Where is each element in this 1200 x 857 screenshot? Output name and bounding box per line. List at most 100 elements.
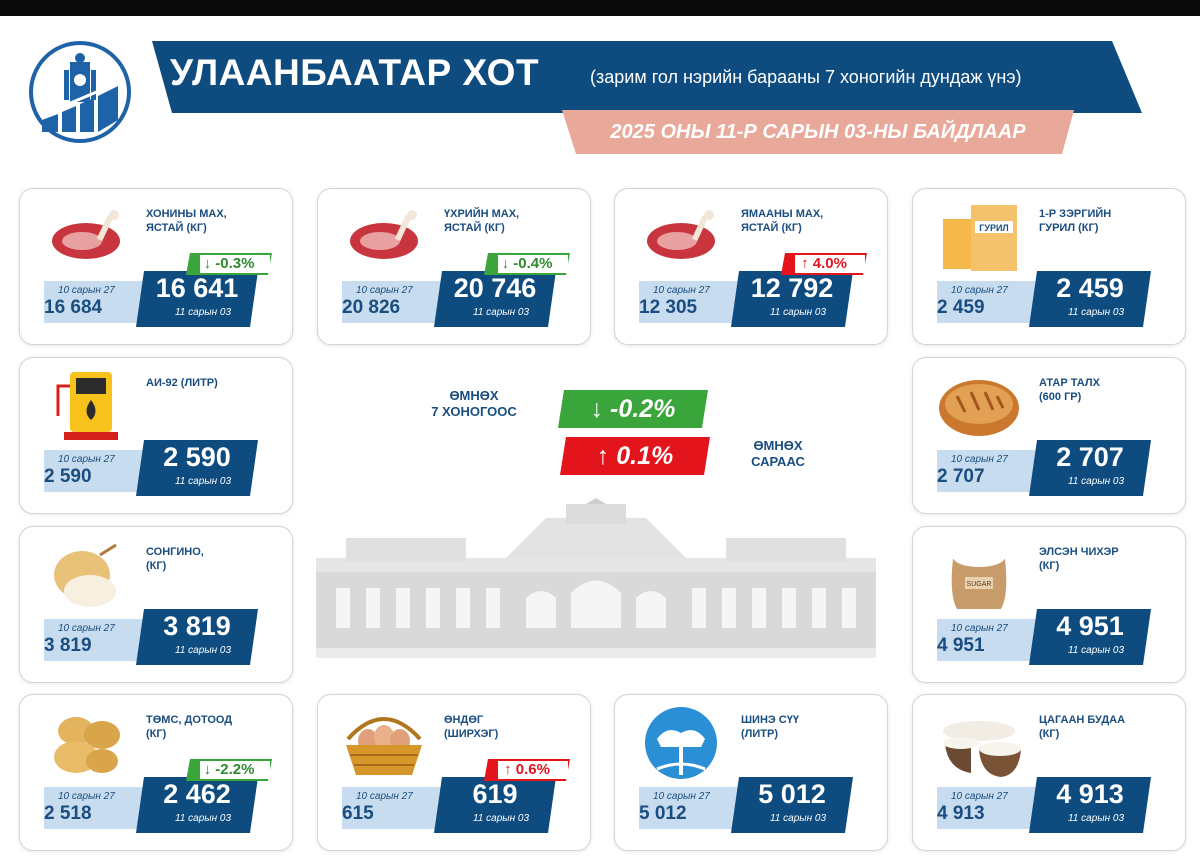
change-percent: ↓ -0.3%: [203, 255, 255, 272]
item-name: ЯМААНЫ МАХ, ЯСТАЙ (КГ): [741, 208, 824, 234]
current-price-box: [1029, 271, 1151, 327]
item-name: ӨНДӨГ (ШИРХЭГ): [444, 714, 499, 740]
week-change-value: ↓ -0.2%: [590, 395, 676, 423]
current-price-box: [731, 271, 853, 327]
previous-price: 4 951: [937, 635, 985, 656]
milk-icon: [637, 703, 725, 781]
potato-icon: [42, 703, 130, 781]
sugar-sack-label: SUGAR: [967, 581, 992, 588]
goat-meat-icon: [637, 197, 725, 275]
current-price: 2 462: [163, 779, 231, 809]
price-card: ШИНЭ СҮҮ (ЛИТР) 10 сарын 27 5 012 5 012 11 с…: [614, 694, 888, 851]
flour-bag-label: ГУРИЛ: [979, 223, 1009, 233]
previous-date: 10 сарын 27: [951, 285, 1008, 296]
bread-icon: [935, 366, 1023, 444]
previous-price: 2 459: [937, 297, 985, 318]
item-name: ЭЛСЭН ЧИХЭР (КГ): [1039, 546, 1119, 572]
title-banner: [152, 41, 1142, 113]
price-card: ЯМААНЫ МАХ, ЯСТАЙ (КГ) 10 сарын 27 12 305 1…: [614, 188, 888, 345]
previous-price: 2 707: [937, 466, 985, 487]
previous-price: 5 012: [639, 803, 687, 824]
current-date: 11 сарын 03: [769, 307, 827, 318]
price-card: ХОНИНЫ МАХ, ЯСТАЙ (КГ) 10 сарын 27 16 684 1…: [19, 188, 293, 345]
month-label: ӨМНӨХ САРААС: [751, 438, 805, 469]
current-price: 5 012: [758, 779, 826, 809]
previous-date: 10 сарын 27: [951, 454, 1008, 465]
current-price-box: [1029, 777, 1151, 833]
current-price-box: [1029, 609, 1151, 665]
change-percent: ↑ 0.6%: [504, 761, 550, 778]
price-card: ГУРИЛ 1-Р ЗЭРГИЙН ГУРИЛ (КГ) 10 сарын 27 2 …: [912, 188, 1186, 345]
egg-basket-icon: [340, 703, 428, 781]
previous-price: 20 826: [342, 297, 401, 318]
change-badge: [484, 253, 570, 275]
change-badge: [781, 253, 867, 275]
current-price: 619: [472, 779, 518, 809]
price-card: ҮХРИЙН МАХ, ЯСТАЙ (КГ) 10 сарын 27 20 826 2…: [317, 188, 591, 345]
current-price-box: [136, 440, 258, 496]
price-card: ТӨМС, ДОТООД (КГ) 10 сарын 27 2 518 2 462 11…: [19, 694, 293, 851]
current-price-box: [731, 777, 853, 833]
beef-meat-icon: [340, 197, 428, 275]
current-price: 20 746: [453, 273, 537, 303]
previous-price: 3 819: [44, 635, 92, 656]
previous-date: 10 сарын 27: [653, 285, 710, 296]
current-date: 11 сарын 03: [174, 307, 232, 318]
current-price-box: [1029, 440, 1151, 496]
item-name: СОНГИНО, (КГ): [146, 546, 204, 572]
sugar-sack-icon: SUGAR: [935, 535, 1023, 613]
price-card: ЦАГААН БУДАА (КГ) 10 сарын 27 4 913 4 913 11…: [912, 694, 1186, 851]
item-name: ҮХРИЙН МАХ, ЯСТАЙ (КГ): [444, 208, 520, 234]
top-black-bar: [0, 0, 1200, 16]
change-percent: ↓ -2.2%: [203, 761, 255, 778]
lamb-meat-icon: [42, 197, 130, 275]
previous-price: 2 590: [44, 466, 92, 487]
previous-date: 10 сарын 27: [58, 285, 115, 296]
previous-price: 2 518: [44, 803, 92, 824]
page-title: УЛААНБААТАР ХОТ: [170, 52, 540, 93]
previous-price: 615: [342, 803, 374, 824]
previous-price: 4 913: [937, 803, 985, 824]
current-date: 11 сарын 03: [1067, 813, 1125, 824]
price-card: СОНГИНО, (КГ) 10 сарын 27 3 819 3 819 11 сар…: [19, 526, 293, 683]
current-date: 11 сарын 03: [472, 307, 530, 318]
price-card: SUGAR ЭЛСЭН ЧИХЭР (КГ) 10 сарын 27 4 951 4 9…: [912, 526, 1186, 683]
item-name: ШИНЭ СҮҮ (ЛИТР): [741, 714, 799, 740]
current-date: 11 сарын 03: [1067, 645, 1125, 656]
change-percent: ↓ -0.4%: [501, 255, 553, 272]
current-date: 11 сарын 03: [174, 813, 232, 824]
item-name: ЦАГААН БУДАА (КГ): [1039, 714, 1126, 740]
item-name: АТАР ТАЛХ (600 ГР): [1039, 377, 1100, 403]
price-card: АТАР ТАЛХ (600 ГР) 10 сарын 27 2 707 2 707 1…: [912, 357, 1186, 514]
current-price-box: [136, 609, 258, 665]
item-name: ТӨМС, ДОТООД (КГ): [146, 714, 233, 740]
change-badge: [186, 759, 272, 781]
current-date: 11 сарын 03: [1067, 476, 1125, 487]
current-price-box: [434, 777, 556, 833]
current-date: 11 сарын 03: [472, 813, 530, 824]
week-change-badge: [558, 390, 708, 428]
current-date: 11 сарын 03: [1067, 307, 1125, 318]
item-name: 1-Р ЗЭРГИЙН ГУРИЛ (КГ): [1039, 208, 1112, 234]
current-price-box: [136, 777, 258, 833]
onion-icon: [42, 535, 130, 613]
current-price: 12 792: [750, 273, 834, 303]
week-label: ӨМНӨХ 7 ХОНОГООС: [431, 388, 517, 419]
item-name: АИ-92 (ЛИТР): [146, 377, 218, 389]
current-date: 11 сарын 03: [174, 476, 232, 487]
current-price-box: [434, 271, 556, 327]
current-price: 2 707: [1056, 442, 1124, 472]
change-badge: [484, 759, 570, 781]
previous-date: 10 сарын 27: [653, 791, 710, 802]
month-change-value: ↑ 0.1%: [596, 442, 674, 470]
previous-price: 16 684: [44, 297, 103, 318]
current-price: 4 913: [1056, 779, 1124, 809]
current-date: 11 сарын 03: [769, 813, 827, 824]
current-price: 2 459: [1056, 273, 1124, 303]
item-name: ХОНИНЫ МАХ, ЯСТАЙ (КГ): [146, 208, 227, 234]
price-card: ӨНДӨГ (ШИРХЭГ) 10 сарын 27 615 619 11 сарын …: [317, 694, 591, 851]
price-card: АИ-92 (ЛИТР) 10 сарын 27 2 590 2 590 11 сары…: [19, 357, 293, 514]
previous-date: 10 сарын 27: [951, 791, 1008, 802]
government-palace-icon: [316, 498, 876, 658]
month-change-badge: [560, 437, 710, 475]
